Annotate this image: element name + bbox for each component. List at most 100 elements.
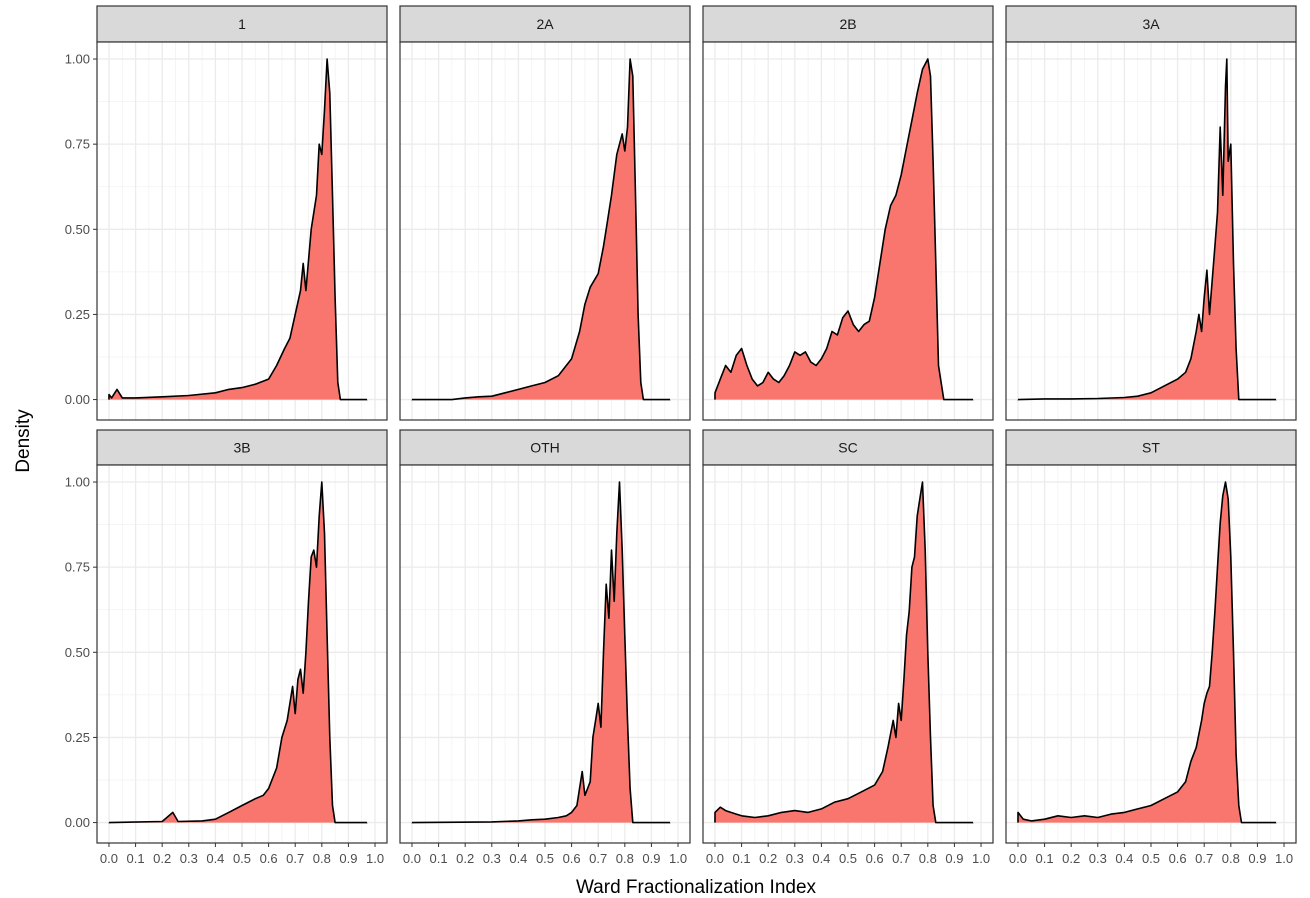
y-tick-label: 0.50 [65,222,90,237]
x-tick-label: 0.2 [456,851,474,866]
x-tick-label: 0.8 [919,851,937,866]
facet-strip [1005,5,1297,43]
density-line [411,481,671,824]
facet-sc: SC 0.0 0.1 0.2 0.3 0.4 0.5 0.6 0.7 0.8 0.9 1.0 [702,429,994,866]
x-tick-label: 0.2 [153,851,171,866]
y-tick-label: 0.75 [65,560,90,575]
y-tick-label: 0.00 [65,392,90,407]
x-tick-label: 0.8 [313,851,331,866]
x-tick-label: 0.3 [180,851,198,866]
x-tick-label: 0.1 [430,851,448,866]
x-tick-label: 0.7 [286,851,304,866]
facet-2b: 2B [702,5,994,421]
density-area [108,59,368,400]
facet-strip [399,5,691,43]
facet-strip-label: SC [838,440,857,456]
x-tick-label: 0.6 [866,851,884,866]
density-line [1017,481,1277,824]
x-tick-label: 0.0 [706,851,724,866]
x-axis-title: Ward Fractionalization Index [576,877,817,898]
x-tick-label: 0.3 [483,851,501,866]
density-area [1017,482,1277,823]
density-line [108,481,368,824]
facet-strip-label: 3B [233,440,250,456]
density-line [714,481,974,824]
x-tick-label: 0.0 [100,851,118,866]
x-tick-label: 0.3 [786,851,804,866]
facet-strip [96,429,388,466]
density-area [1017,59,1277,400]
x-tick-label: 0.5 [536,851,554,866]
density-line [108,58,368,401]
x-tick-label: 0.1 [127,851,145,866]
x-tick-label: 0.9 [642,851,660,866]
density-area [108,482,368,823]
y-tick-label: 1.00 [65,475,90,490]
y-tick-label: 1.00 [65,52,90,67]
density-line [411,58,671,401]
x-tick-label: 0.5 [233,851,251,866]
x-tick-label: 0.9 [339,851,357,866]
facet-strip [702,429,994,466]
facet-oth: OTH 0.0 0.1 0.2 0.3 0.4 0.5 0.6 0.7 0.8 0.9 1.0 [399,429,691,866]
density-line [1017,58,1277,401]
facet-strip [96,5,388,43]
panel-border [702,41,994,421]
facet-strip [1005,429,1297,466]
facet-2a: 2A [399,5,691,421]
facet-strip [399,429,691,466]
x-tick-label: 0.1 [733,851,751,866]
x-tick-label: 0.8 [1222,851,1240,866]
y-tick-label: 0.50 [65,645,90,660]
y-tick-label: 0.25 [65,307,90,322]
y-tick-label: 0.25 [65,730,90,745]
x-tick-label: 0.0 [403,851,421,866]
density-area [411,482,671,823]
x-tick-label: 0.4 [509,851,527,866]
panel-border [1005,41,1297,421]
x-tick-label: 0.2 [1062,851,1080,866]
x-tick-label: 0.6 [563,851,581,866]
x-tick-label: 0.8 [616,851,634,866]
facet-1: 1 0.00 0.25 0.50 0.75 1.00 [65,5,388,421]
x-tick-label: 0.6 [1169,851,1187,866]
x-tick-label: 0.9 [945,851,963,866]
x-tick-label: 0.0 [1009,851,1027,866]
facet-panels: 1 0.00 0.25 0.50 0.75 1.00 2A 2B 3A 3B 0.00 0.25 0.5… [65,5,1297,866]
x-tick-label: 0.5 [839,851,857,866]
facet-strip-label: ST [1142,440,1160,456]
facet-3b: 3B 0.00 0.25 0.50 0.75 1.00 0.0 0.1 0.2 0.3 0.4 0.5… [65,429,388,866]
panel-border [399,41,691,421]
x-tick-label: 0.7 [1195,851,1213,866]
facet-strip-label: 2A [536,16,554,32]
density-line [714,58,974,401]
x-tick-label: 1.0 [1275,851,1293,866]
x-tick-label: 0.4 [206,851,224,866]
x-tick-label: 0.4 [1115,851,1133,866]
x-tick-label: 0.9 [1248,851,1266,866]
y-tick-label: 0.00 [65,815,90,830]
x-tick-label: 0.3 [1089,851,1107,866]
facet-strip-label: OTH [530,440,560,456]
x-tick-label: 0.7 [892,851,910,866]
x-tick-label: 1.0 [972,851,990,866]
x-tick-label: 1.0 [366,851,384,866]
facet-strip-label: 1 [238,16,246,32]
x-tick-label: 1.0 [669,851,687,866]
x-tick-label: 0.6 [260,851,278,866]
x-tick-label: 0.2 [759,851,777,866]
facet-3a: 3A [1005,5,1297,421]
y-tick-label: 0.75 [65,137,90,152]
density-area [714,482,974,823]
facet-strip-label: 3A [1142,16,1160,32]
x-tick-label: 0.4 [812,851,830,866]
facet-st: ST 0.0 0.1 0.2 0.3 0.4 0.5 0.6 0.7 0.8 0.9 1.0 [1005,429,1297,866]
density-area [411,59,671,400]
facet-strip-label: 2B [839,16,856,32]
density-area [714,59,974,400]
y-axis-title: Density [13,409,34,473]
facet-strip [702,5,994,43]
x-tick-label: 0.7 [589,851,607,866]
x-tick-label: 0.5 [1142,851,1160,866]
